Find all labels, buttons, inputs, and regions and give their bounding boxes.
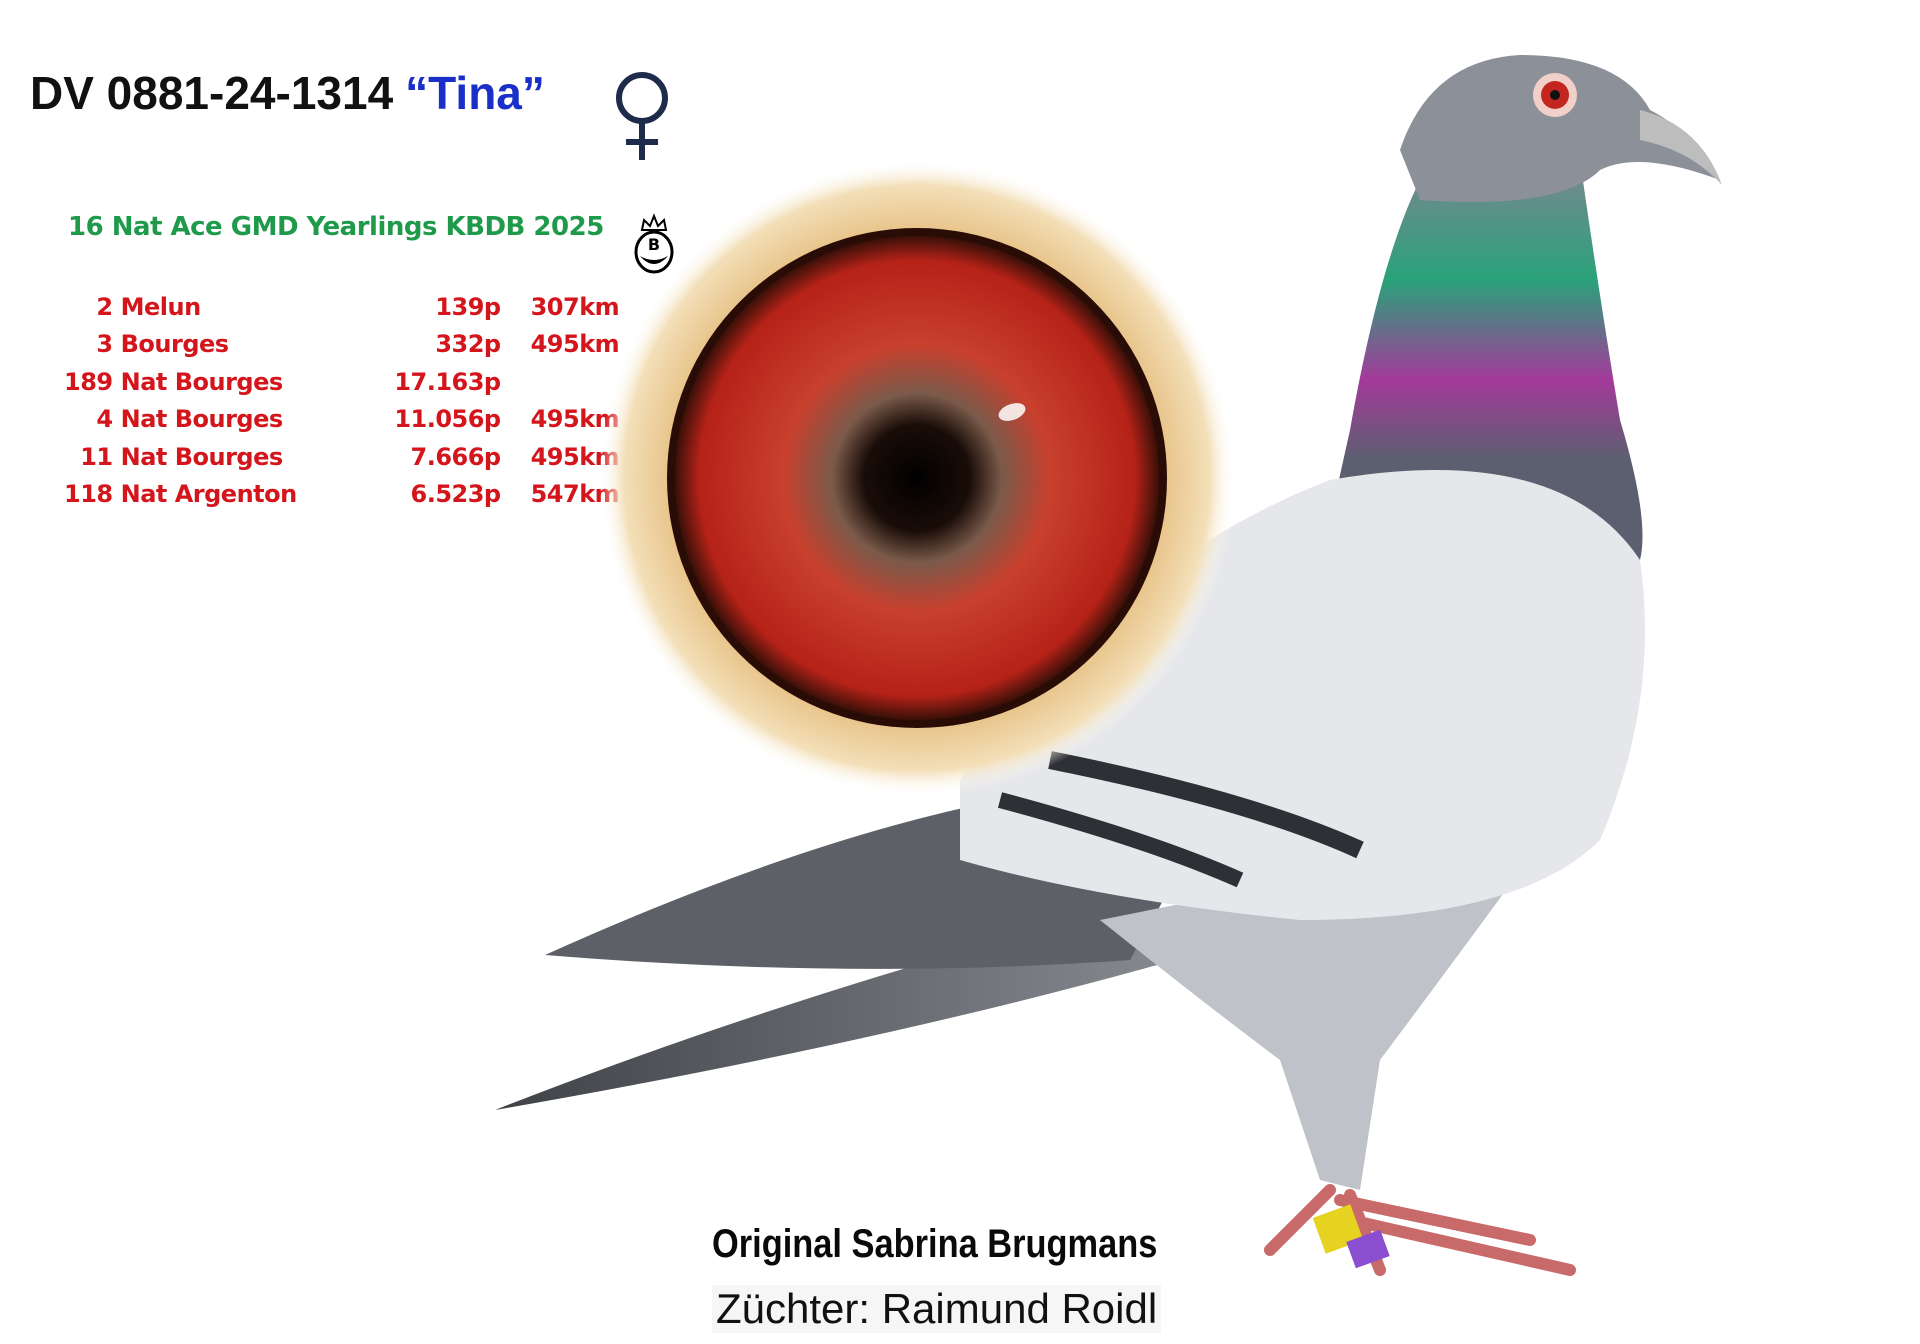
result-cell: 11	[80, 442, 113, 471]
result-cell: Nat Bourges	[120, 367, 284, 396]
origin-label: Original Sabrina Brugmans	[712, 1222, 1158, 1266]
result-cell: Nat Argenton	[120, 480, 298, 509]
result-cell: Bourges	[120, 330, 229, 359]
eye-closeup-image	[599, 160, 1235, 796]
result-cell: 189	[64, 367, 113, 396]
result-row: 189 Nat Bourges 17.163p	[64, 363, 619, 401]
result-row: 118 Nat Argenton 6.523p 547km	[64, 476, 620, 514]
result-cell: 7.666p	[410, 442, 502, 471]
result-cell: 11.056p	[394, 405, 501, 434]
result-cell: Melun	[120, 292, 202, 321]
results-table: 2 Melun 139p 307km 3 Bourges 332p 495km 189 Nat…	[64, 288, 620, 514]
result-row: 3 Bourges 332p 495km	[64, 326, 619, 364]
result-cell: 495km	[530, 330, 620, 359]
svg-text:B: B	[648, 235, 660, 254]
pigeon-title: DV 0881-24-1314 “Tina”	[30, 66, 545, 120]
result-cell: 495km	[530, 442, 620, 471]
result-cell: Nat Bourges	[120, 442, 284, 471]
kbdb-crown-logo-icon: B	[634, 213, 674, 274]
result-cell: 307km	[530, 292, 620, 321]
result-row: 2 Melun 139p 307km	[64, 288, 619, 326]
result-cell: 6.523p	[410, 480, 502, 509]
ring-number: DV 0881-24-1314	[30, 67, 394, 119]
pigeon-illustration	[495, 55, 1722, 1276]
result-cell: 332p	[435, 330, 501, 359]
result-cell: 4	[96, 405, 113, 434]
achievement-title: 16 Nat Ace GMD Yearlings KBDB 2025	[68, 212, 604, 242]
female-symbol-icon	[616, 72, 668, 160]
result-row: 4 Nat Bourges 11.056p 495km	[64, 401, 619, 439]
result-cell: 3	[96, 330, 113, 359]
result-cell: 118	[64, 480, 113, 509]
result-cell: 139p	[435, 292, 501, 321]
breeder-label: Züchter: Raimund Roidl	[712, 1285, 1162, 1333]
result-cell: 547km	[530, 480, 620, 509]
result-cell: 495km	[530, 405, 620, 434]
result-row: 11 Nat Bourges 7.666p 495km	[64, 438, 619, 476]
pigeon-name: “Tina”	[405, 67, 545, 119]
result-cell: 17.163p	[394, 367, 501, 396]
result-cell: 2	[96, 292, 113, 321]
result-cell: Nat Bourges	[120, 405, 284, 434]
result-cell	[501, 363, 620, 401]
